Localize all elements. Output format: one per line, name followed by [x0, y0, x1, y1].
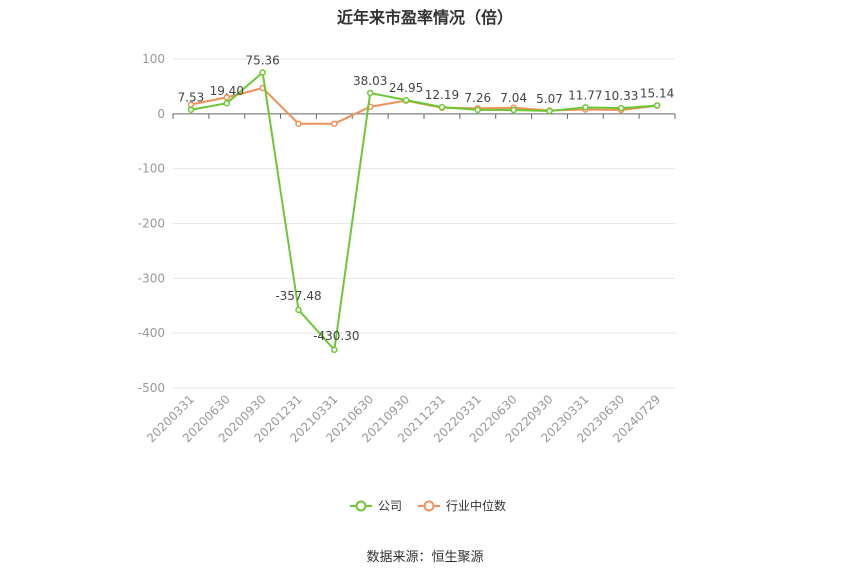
y-tick-label: -400 [138, 326, 165, 340]
data-point[interactable] [187, 106, 195, 113]
chart-title: 近年来市盈率情况（倍） [336, 8, 513, 27]
data-point[interactable] [653, 102, 661, 109]
y-tick-label: -100 [138, 162, 165, 176]
data-label: 7.04 [500, 91, 527, 105]
data-point[interactable] [402, 96, 410, 104]
y-tick-label: -200 [138, 217, 165, 231]
legend-label: 公司 [378, 499, 402, 513]
data-point[interactable] [331, 346, 338, 354]
data-point[interactable] [223, 94, 231, 101]
y-axis-ticks: 100 0 -100 -200 -300 -400 -500 [138, 52, 165, 395]
legend-item-1[interactable]: 行业中位数 [418, 498, 506, 513]
y-tick-label: 100 [142, 52, 165, 66]
data-label: -430.30 [313, 329, 359, 343]
data-source: 数据来源：恒生聚源 [366, 550, 484, 565]
x-axis-ticks: 2020033120200630202009302020123120210331… [144, 113, 676, 445]
legend-marker [423, 500, 435, 512]
legend[interactable]: 公司 行业中位数 [350, 498, 506, 513]
data-point[interactable] [295, 120, 302, 127]
data-point[interactable] [259, 69, 266, 76]
data-label: 7.53 [178, 91, 205, 105]
legend-label: 行业中位数 [446, 498, 506, 513]
y-tick-label: -300 [138, 271, 165, 285]
data-point[interactable] [438, 103, 446, 111]
y-tick-label: 0 [157, 107, 165, 121]
data-label: 11.77 [568, 88, 602, 102]
data-point[interactable] [331, 120, 338, 127]
data-label: -357.48 [275, 289, 321, 303]
data-label: 15.14 [640, 87, 674, 101]
data-point[interactable] [366, 89, 374, 97]
data-label: 75.36 [245, 54, 279, 68]
data-point[interactable] [474, 106, 482, 114]
data-label: 38.03 [353, 74, 387, 88]
legend-marker [355, 500, 367, 512]
y-tick-label: -500 [138, 381, 165, 395]
data-label: 10.33 [604, 89, 638, 103]
series-line-0 [190, 70, 658, 353]
data-label: 5.07 [536, 92, 563, 106]
data-point[interactable] [617, 104, 625, 112]
series-layer [187, 69, 661, 354]
legend-item-0[interactable]: 公司 [350, 499, 402, 513]
data-point[interactable] [582, 104, 589, 111]
data-label: 19.40 [210, 84, 244, 98]
data-point[interactable] [546, 107, 553, 115]
data-label: 12.19 [425, 88, 459, 102]
data-point[interactable] [223, 99, 231, 107]
data-label: 24.95 [389, 81, 423, 95]
data-point[interactable] [510, 106, 517, 114]
data-point[interactable] [295, 306, 302, 314]
data-label: 7.26 [464, 91, 491, 105]
